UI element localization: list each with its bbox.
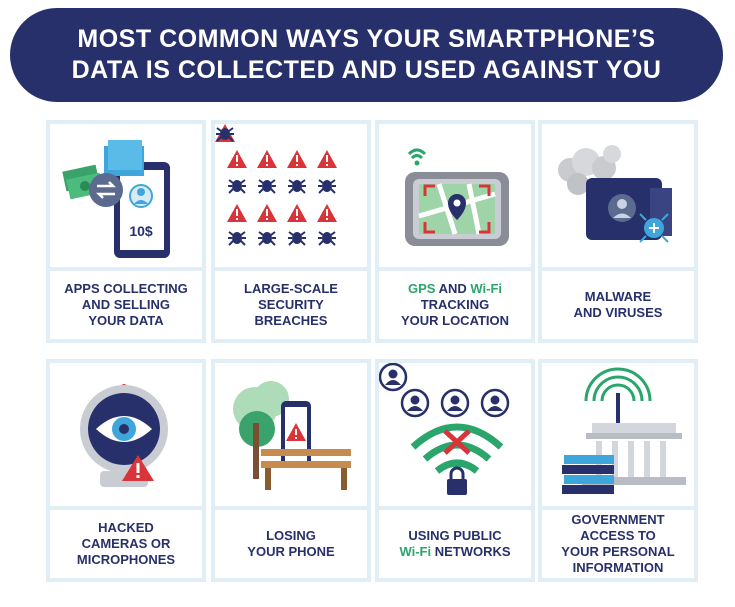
card-label: APPS COLLECTING AND SELLING YOUR DATA bbox=[50, 271, 202, 339]
title-line-2: DATA IS COLLECTED AND USED AGAINST YOU bbox=[71, 56, 662, 84]
title-line-1: MOST COMMON WAYS YOUR SMARTPHONE’S bbox=[77, 25, 656, 53]
card-label: HACKED CAMERAS OR MICROPHONES bbox=[50, 510, 202, 578]
webcam-eye-icon bbox=[50, 363, 202, 506]
card-label: USING PUBLIC Wi-Fi NETWORKS bbox=[379, 510, 531, 578]
card-public-wifi: USING PUBLIC Wi-Fi NETWORKS bbox=[375, 359, 535, 582]
card-hacked-cameras: HACKED CAMERAS OR MICROPHONES bbox=[46, 359, 206, 582]
card-label: GOVERNMENT ACCESS TO YOUR PERSONAL INFOR… bbox=[542, 510, 694, 578]
public-wifi-icon bbox=[379, 363, 531, 506]
malware-virus-icon bbox=[542, 124, 694, 267]
card-malware: MALWARE AND VIRUSES bbox=[538, 120, 698, 343]
card-apps-collecting: 10$ APPS COLLECTING AND SELLING YOUR DAT… bbox=[46, 120, 206, 343]
gps-map-icon bbox=[379, 124, 531, 267]
card-label: LARGE-SCALE SECURITY BREACHES bbox=[215, 271, 367, 339]
lost-phone-icon bbox=[215, 363, 367, 506]
card-label: MALWARE AND VIRUSES bbox=[542, 271, 694, 339]
phone-money-icon: 10$ bbox=[50, 124, 202, 267]
warning-bugs-icon bbox=[215, 124, 367, 267]
card-gps-tracking: GPS AND Wi-Fi TRACKING YOUR LOCATION bbox=[375, 120, 535, 343]
price-text: 10$ bbox=[129, 223, 153, 239]
card-government-access: GOVERNMENT ACCESS TO YOUR PERSONAL INFOR… bbox=[538, 359, 698, 582]
card-label: GPS AND Wi-Fi TRACKING YOUR LOCATION bbox=[379, 271, 531, 339]
title-banner: MOST COMMON WAYS YOUR SMARTPHONE’S DATA … bbox=[10, 8, 723, 102]
card-label: LOSING YOUR PHONE bbox=[215, 510, 367, 578]
card-losing-phone: LOSING YOUR PHONE bbox=[211, 359, 371, 582]
government-building-icon bbox=[542, 363, 694, 506]
card-security-breaches: LARGE-SCALE SECURITY BREACHES bbox=[211, 120, 371, 343]
